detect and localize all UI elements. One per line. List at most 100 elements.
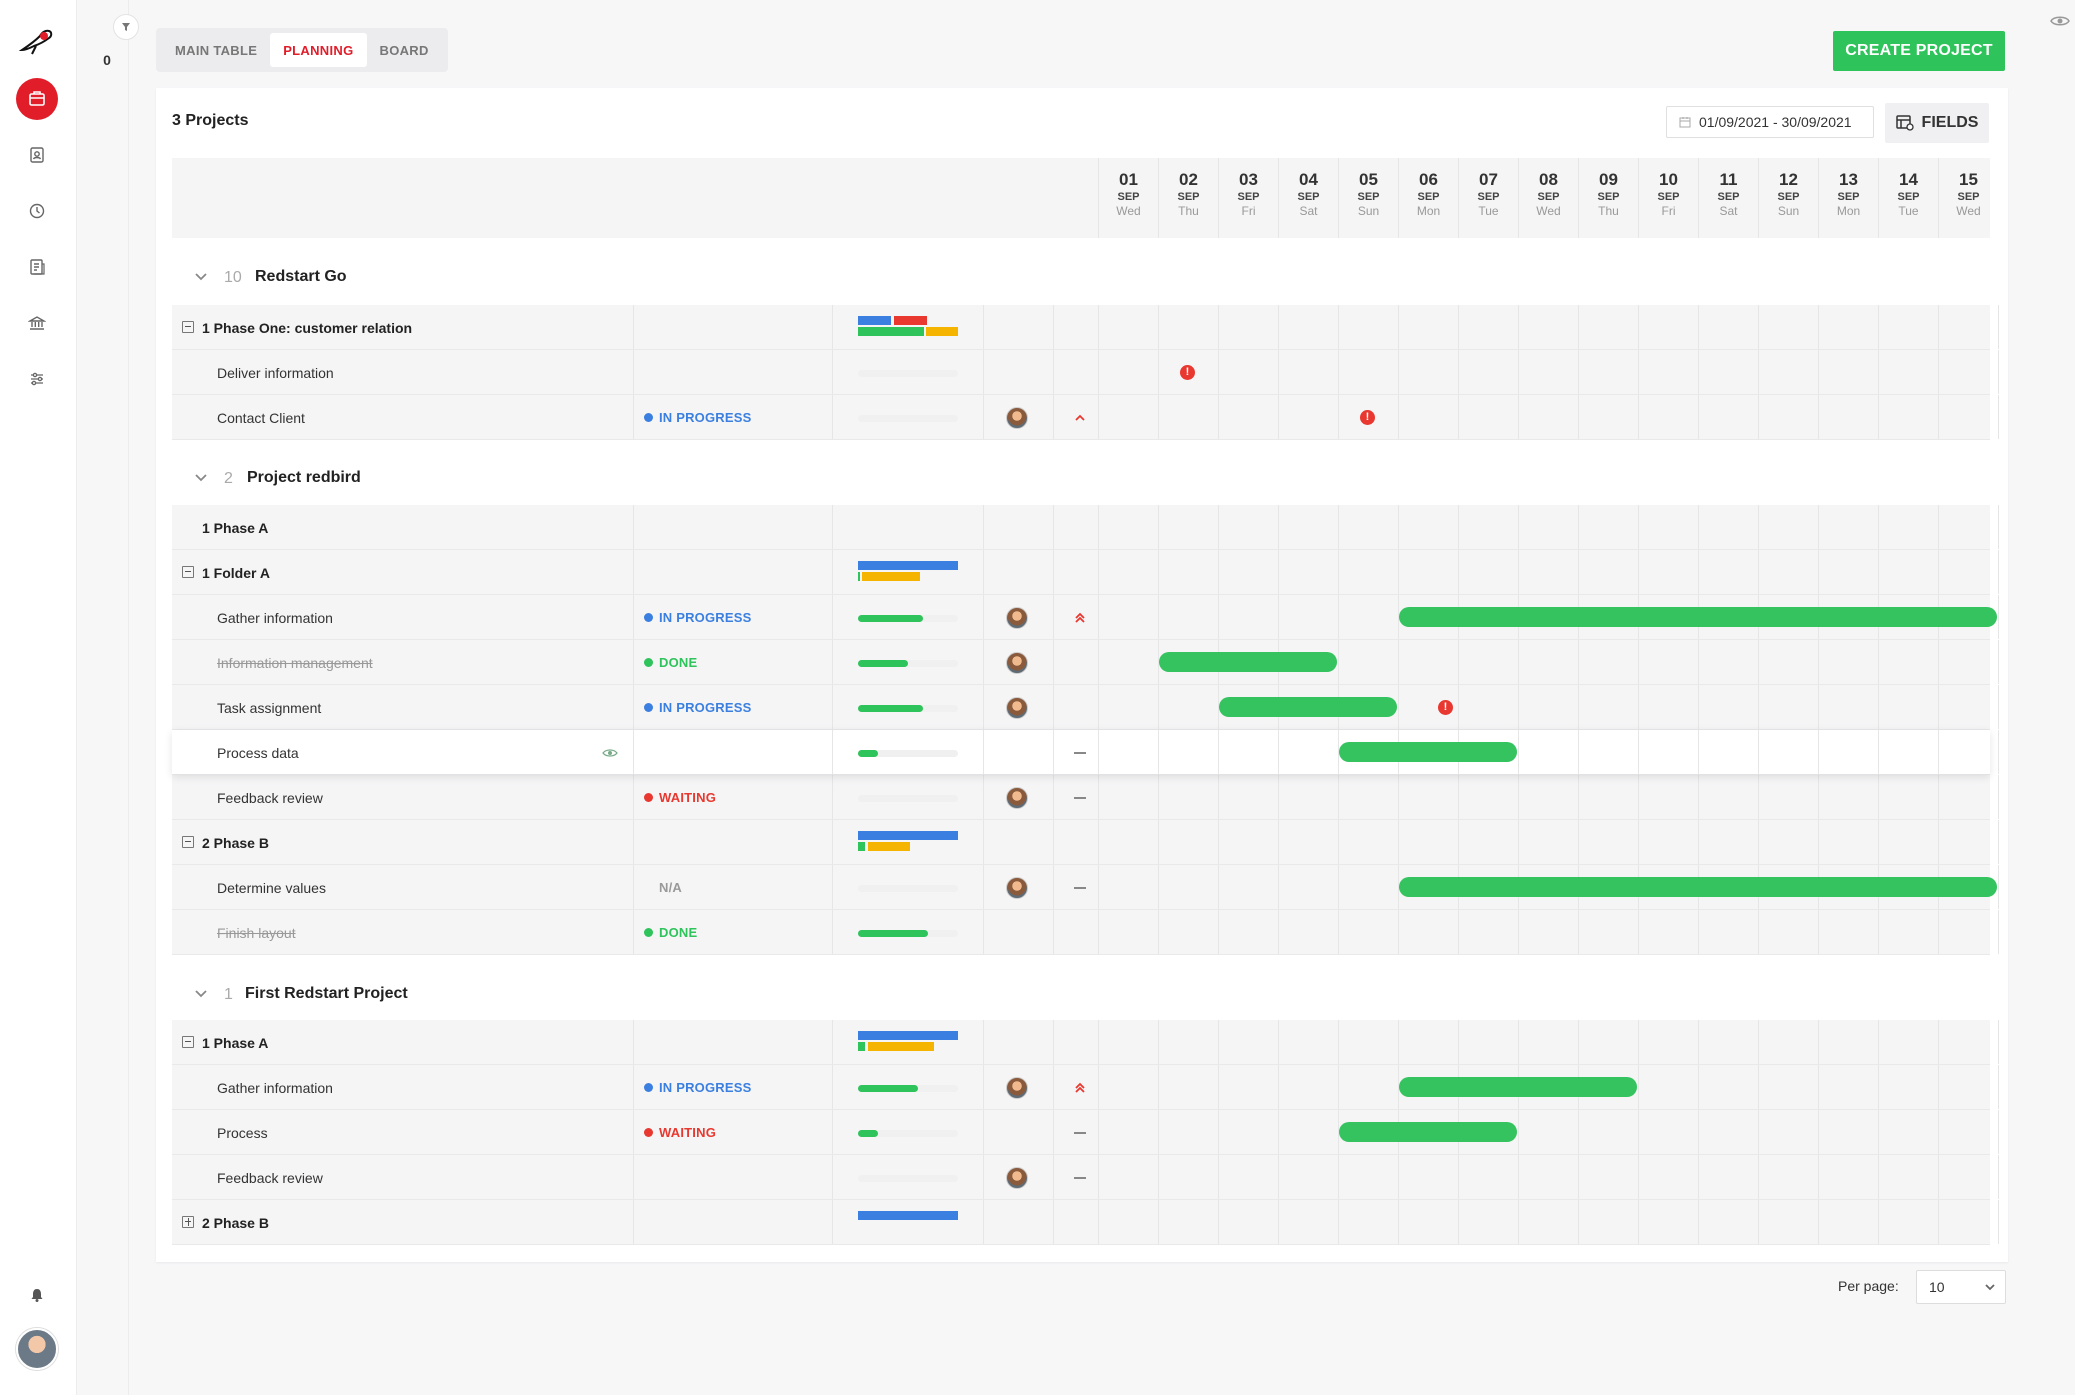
bank-nav-icon[interactable] (16, 302, 58, 344)
tab-planning[interactable]: PLANNING (270, 33, 367, 67)
time-nav-icon[interactable] (16, 190, 58, 232)
priority-high-icon[interactable] (1070, 395, 1090, 440)
timeline-bar[interactable] (1219, 697, 1397, 717)
bell-icon[interactable] (16, 1274, 58, 1316)
filter-toggle-icon[interactable] (113, 14, 139, 40)
section-label[interactable]: 1 Phase A (202, 519, 269, 536)
task-row[interactable]: Feedback review WAITING (172, 775, 1999, 820)
status-badge[interactable]: IN PROGRESS (644, 1065, 752, 1110)
priority-none-icon[interactable] (1070, 1155, 1090, 1200)
chevron-down-icon[interactable] (194, 470, 208, 488)
section-row[interactable]: 2 Phase B (172, 820, 1999, 865)
status-badge[interactable]: DONE (644, 910, 697, 955)
section-row[interactable]: 1 Phase One: customer relation (172, 305, 1999, 350)
assignee-avatar[interactable] (1006, 652, 1028, 674)
status-badge[interactable]: IN PROGRESS (644, 685, 752, 730)
section-label[interactable]: 2 Phase B (202, 1214, 269, 1231)
assignee-avatar[interactable] (1006, 1167, 1028, 1189)
task-row[interactable]: Contact Client IN PROGRESS! (172, 395, 1999, 440)
task-row[interactable]: Information management DONE (172, 640, 1999, 685)
timeline-bar[interactable] (1159, 652, 1337, 672)
task-label[interactable]: Information management (217, 654, 373, 671)
priority-highest-icon[interactable] (1070, 595, 1090, 640)
assignee-avatar[interactable] (1006, 607, 1028, 629)
section-label[interactable]: 1 Folder A (202, 564, 270, 581)
per-page-select[interactable]: 10 (1916, 1270, 2006, 1304)
task-row[interactable]: Process WAITING (172, 1110, 1999, 1155)
status-badge[interactable]: IN PROGRESS (644, 395, 752, 440)
section-label[interactable]: 2 Phase B (202, 834, 269, 851)
section-row[interactable]: 1 Phase A (172, 505, 1999, 550)
task-label[interactable]: Contact Client (217, 409, 305, 426)
task-label[interactable]: Feedback review (217, 789, 323, 806)
alert-icon[interactable]: ! (1438, 700, 1453, 715)
timeline-bar[interactable] (1339, 1122, 1517, 1142)
collapse-icon[interactable] (182, 836, 194, 848)
alert-icon[interactable]: ! (1360, 410, 1375, 425)
task-label[interactable]: Process data (217, 744, 299, 761)
task-label[interactable]: Finish layout (217, 924, 296, 941)
project-name[interactable]: Project redbird (247, 469, 361, 486)
priority-highest-icon[interactable] (1070, 1065, 1090, 1110)
task-row[interactable]: Feedback review (172, 1155, 1999, 1200)
priority-none-icon[interactable] (1070, 1110, 1090, 1155)
task-label[interactable]: Feedback review (217, 1169, 323, 1186)
fields-button[interactable]: FIELDS (1885, 103, 1989, 143)
task-row[interactable]: Gather information IN PROGRESS (172, 1065, 1999, 1110)
alert-icon[interactable]: ! (1180, 365, 1195, 380)
section-row[interactable]: 1 Phase A (172, 1020, 1999, 1065)
section-label[interactable]: 1 Phase One: customer relation (202, 319, 413, 336)
timeline-bar[interactable] (1399, 607, 1997, 627)
task-row[interactable]: Process data (172, 730, 1999, 775)
timeline-bar[interactable] (1399, 1077, 1637, 1097)
assignee-avatar[interactable] (1006, 407, 1028, 429)
expand-icon[interactable] (182, 1216, 194, 1228)
timeline-bar[interactable] (1339, 742, 1517, 762)
task-row[interactable]: Finish layout DONE (172, 910, 1999, 955)
date-range-picker[interactable]: 01/09/2021 - 30/09/2021 (1666, 106, 1874, 138)
task-label[interactable]: Deliver information (217, 364, 334, 381)
project-name[interactable]: First Redstart Project (245, 985, 408, 1002)
task-row[interactable]: Deliver information! (172, 350, 1999, 395)
section-row[interactable]: 1 Folder A (172, 550, 1999, 595)
contacts-nav-icon[interactable] (16, 134, 58, 176)
chevron-down-icon[interactable] (194, 986, 208, 1004)
task-label[interactable]: Gather information (217, 1079, 333, 1096)
project-group-header[interactable]: 10 Redstart Go (172, 253, 1990, 303)
project-group-header[interactable]: 1 First Redstart Project (172, 970, 1990, 1020)
tab-board[interactable]: BOARD (379, 42, 429, 58)
eye-icon[interactable] (2050, 14, 2070, 33)
status-badge[interactable]: IN PROGRESS (644, 595, 752, 640)
create-project-button[interactable]: CREATE PROJECT (1833, 31, 2005, 71)
project-group-header[interactable]: 2 Project redbird (172, 454, 1990, 504)
chevron-down-icon[interactable] (194, 269, 208, 287)
status-badge[interactable]: WAITING (644, 1110, 716, 1155)
task-label[interactable]: Determine values (217, 879, 326, 896)
assignee-avatar[interactable] (1006, 697, 1028, 719)
task-row[interactable]: Task assignment IN PROGRESS! (172, 685, 1999, 730)
assignee-avatar[interactable] (1006, 1077, 1028, 1099)
eye-icon[interactable] (602, 730, 618, 775)
redstart-logo-icon[interactable] (18, 22, 56, 60)
settings-sliders-icon[interactable] (16, 358, 58, 400)
assignee-avatar[interactable] (1006, 787, 1028, 809)
invoices-nav-icon[interactable] (16, 246, 58, 288)
status-badge[interactable]: DONE (644, 640, 697, 685)
timeline-bar[interactable] (1399, 877, 1997, 897)
status-badge[interactable]: N/A (644, 865, 682, 910)
section-row[interactable]: 2 Phase B (172, 1200, 1999, 1245)
collapse-icon[interactable] (182, 321, 194, 333)
task-label[interactable]: Gather information (217, 609, 333, 626)
tab-main-table[interactable]: MAIN TABLE (175, 42, 258, 58)
task-label[interactable]: Process (217, 1124, 268, 1141)
assignee-avatar[interactable] (1006, 877, 1028, 899)
priority-none-icon[interactable] (1070, 775, 1090, 820)
projects-nav-icon[interactable] (16, 78, 58, 120)
collapse-icon[interactable] (182, 566, 194, 578)
task-row[interactable]: Gather information IN PROGRESS (172, 595, 1999, 640)
status-badge[interactable]: WAITING (644, 775, 716, 820)
section-label[interactable]: 1 Phase A (202, 1034, 269, 1051)
project-name[interactable]: Redstart Go (255, 268, 347, 285)
priority-none-icon[interactable] (1070, 730, 1090, 775)
task-label[interactable]: Task assignment (217, 699, 322, 716)
